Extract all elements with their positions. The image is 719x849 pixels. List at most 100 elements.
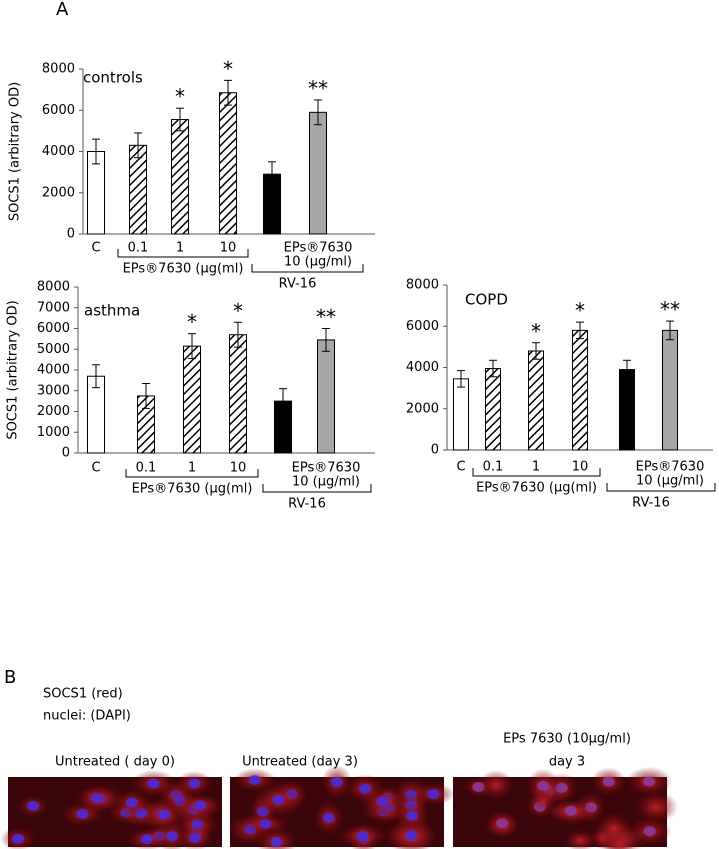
significance: ** bbox=[660, 298, 680, 322]
y-tick-label: 1000 bbox=[37, 425, 70, 440]
treatment-label: EPs®7630 bbox=[284, 241, 353, 256]
treatment-label: 10 (µg/ml) bbox=[636, 474, 704, 489]
nucleus bbox=[270, 836, 283, 847]
group-label: EPs®7630 (µg(ml) bbox=[476, 481, 597, 496]
x-tick-label: C bbox=[456, 460, 465, 475]
nucleus bbox=[188, 778, 201, 789]
y-tick-label: 6000 bbox=[42, 103, 75, 118]
error-bar bbox=[279, 388, 287, 415]
error-bar bbox=[188, 333, 196, 360]
bar bbox=[171, 119, 189, 235]
x-tick-label: 10 bbox=[572, 460, 589, 475]
bracket bbox=[606, 483, 716, 492]
y-tick-label: 4000 bbox=[42, 144, 75, 159]
chart-title: COPD bbox=[465, 291, 508, 309]
error-bar bbox=[576, 321, 584, 340]
x-tick-label: 1 bbox=[532, 460, 540, 475]
nucleus bbox=[272, 794, 285, 805]
significance: ** bbox=[308, 76, 328, 100]
bar bbox=[219, 92, 237, 235]
y-tick-label: 4000 bbox=[37, 363, 70, 378]
y-tick-label: 2000 bbox=[406, 401, 439, 416]
x-tick-label: 0.1 bbox=[128, 241, 149, 256]
image-title: day 3 bbox=[549, 755, 585, 770]
cell bbox=[564, 829, 597, 849]
y-tick-label: 0 bbox=[431, 443, 439, 458]
y-axis-label: SOCS1 (arbitrary OD) bbox=[8, 82, 23, 221]
nucleus bbox=[564, 805, 577, 816]
x-tick-label: 10 bbox=[230, 461, 247, 476]
nucleus bbox=[537, 780, 550, 791]
nucleus bbox=[643, 776, 656, 787]
x-tick-label: 10 bbox=[220, 241, 237, 256]
significance: * bbox=[575, 299, 585, 323]
error-bar bbox=[142, 382, 150, 409]
treatment-label: 10 (µg/ml) bbox=[284, 255, 352, 270]
y-tick-label: 3000 bbox=[37, 383, 70, 398]
nucleus bbox=[194, 800, 207, 811]
y-tick-label: 0 bbox=[67, 227, 75, 242]
image-title: Untreated ( day 0) bbox=[55, 755, 175, 770]
error-bar bbox=[176, 107, 184, 132]
error-bar bbox=[234, 321, 242, 348]
y-tick-label: 2000 bbox=[37, 404, 70, 419]
bar bbox=[229, 334, 247, 454]
nucleus bbox=[602, 776, 615, 787]
bracket bbox=[117, 249, 249, 258]
significance: * bbox=[187, 310, 197, 334]
significance: * bbox=[223, 57, 233, 81]
bar bbox=[309, 111, 327, 235]
error-bar bbox=[666, 320, 674, 341]
y-tick-label: 5000 bbox=[37, 342, 70, 357]
bar bbox=[662, 329, 678, 451]
nucleus bbox=[166, 831, 179, 842]
nucleus bbox=[158, 809, 171, 820]
bar bbox=[317, 339, 335, 454]
nucleus bbox=[27, 801, 40, 812]
group-label: EPs®7630 (µg(ml) bbox=[132, 482, 253, 497]
legend-text: nuclei: (DAPI) bbox=[43, 709, 131, 724]
legend-text: SOCS1 (red) bbox=[43, 687, 123, 702]
significance: ** bbox=[316, 305, 336, 329]
significance: * bbox=[233, 299, 243, 323]
nucleus bbox=[330, 777, 343, 788]
nucleus bbox=[322, 812, 335, 823]
error-bar bbox=[322, 328, 330, 352]
nucleus bbox=[248, 775, 261, 786]
y-tick-label: 8000 bbox=[42, 62, 75, 77]
chart-title: asthma bbox=[84, 302, 140, 320]
micrograph bbox=[0, 769, 223, 849]
bar bbox=[453, 378, 469, 451]
cell bbox=[594, 812, 634, 846]
y-tick-label: 0 bbox=[62, 446, 70, 461]
y-tick-label: 4000 bbox=[406, 360, 439, 375]
error-bar bbox=[623, 359, 631, 380]
error-bar bbox=[224, 79, 232, 106]
y-tick-label: 6000 bbox=[406, 319, 439, 334]
x-tick-label: 1 bbox=[188, 461, 196, 476]
nucleus bbox=[427, 789, 440, 800]
nucleus bbox=[188, 833, 201, 844]
nucleus bbox=[76, 809, 89, 820]
bar bbox=[485, 368, 501, 451]
bracket bbox=[251, 264, 364, 273]
y-tick-label: 2000 bbox=[42, 185, 75, 200]
nucleus bbox=[90, 793, 103, 804]
treatment-label: 10 (µg/ml) bbox=[292, 475, 360, 490]
error-bar bbox=[268, 161, 276, 188]
panel-label: B bbox=[4, 667, 16, 688]
significance: * bbox=[531, 319, 541, 343]
y-tick-label: 6000 bbox=[37, 321, 70, 336]
nucleus bbox=[406, 810, 419, 821]
error-bar bbox=[92, 364, 100, 389]
y-tick-label: 7000 bbox=[37, 300, 70, 315]
group-label: EPs®7630 (µg(ml) bbox=[123, 262, 244, 277]
bar bbox=[129, 144, 147, 235]
panel-label: A bbox=[56, 0, 69, 20]
micrograph bbox=[453, 766, 678, 849]
image-title: EPs 7630 (10µg/ml) bbox=[503, 732, 631, 747]
bar bbox=[572, 329, 588, 451]
error-bar bbox=[489, 359, 497, 378]
x-tick-label: 1 bbox=[176, 241, 184, 256]
